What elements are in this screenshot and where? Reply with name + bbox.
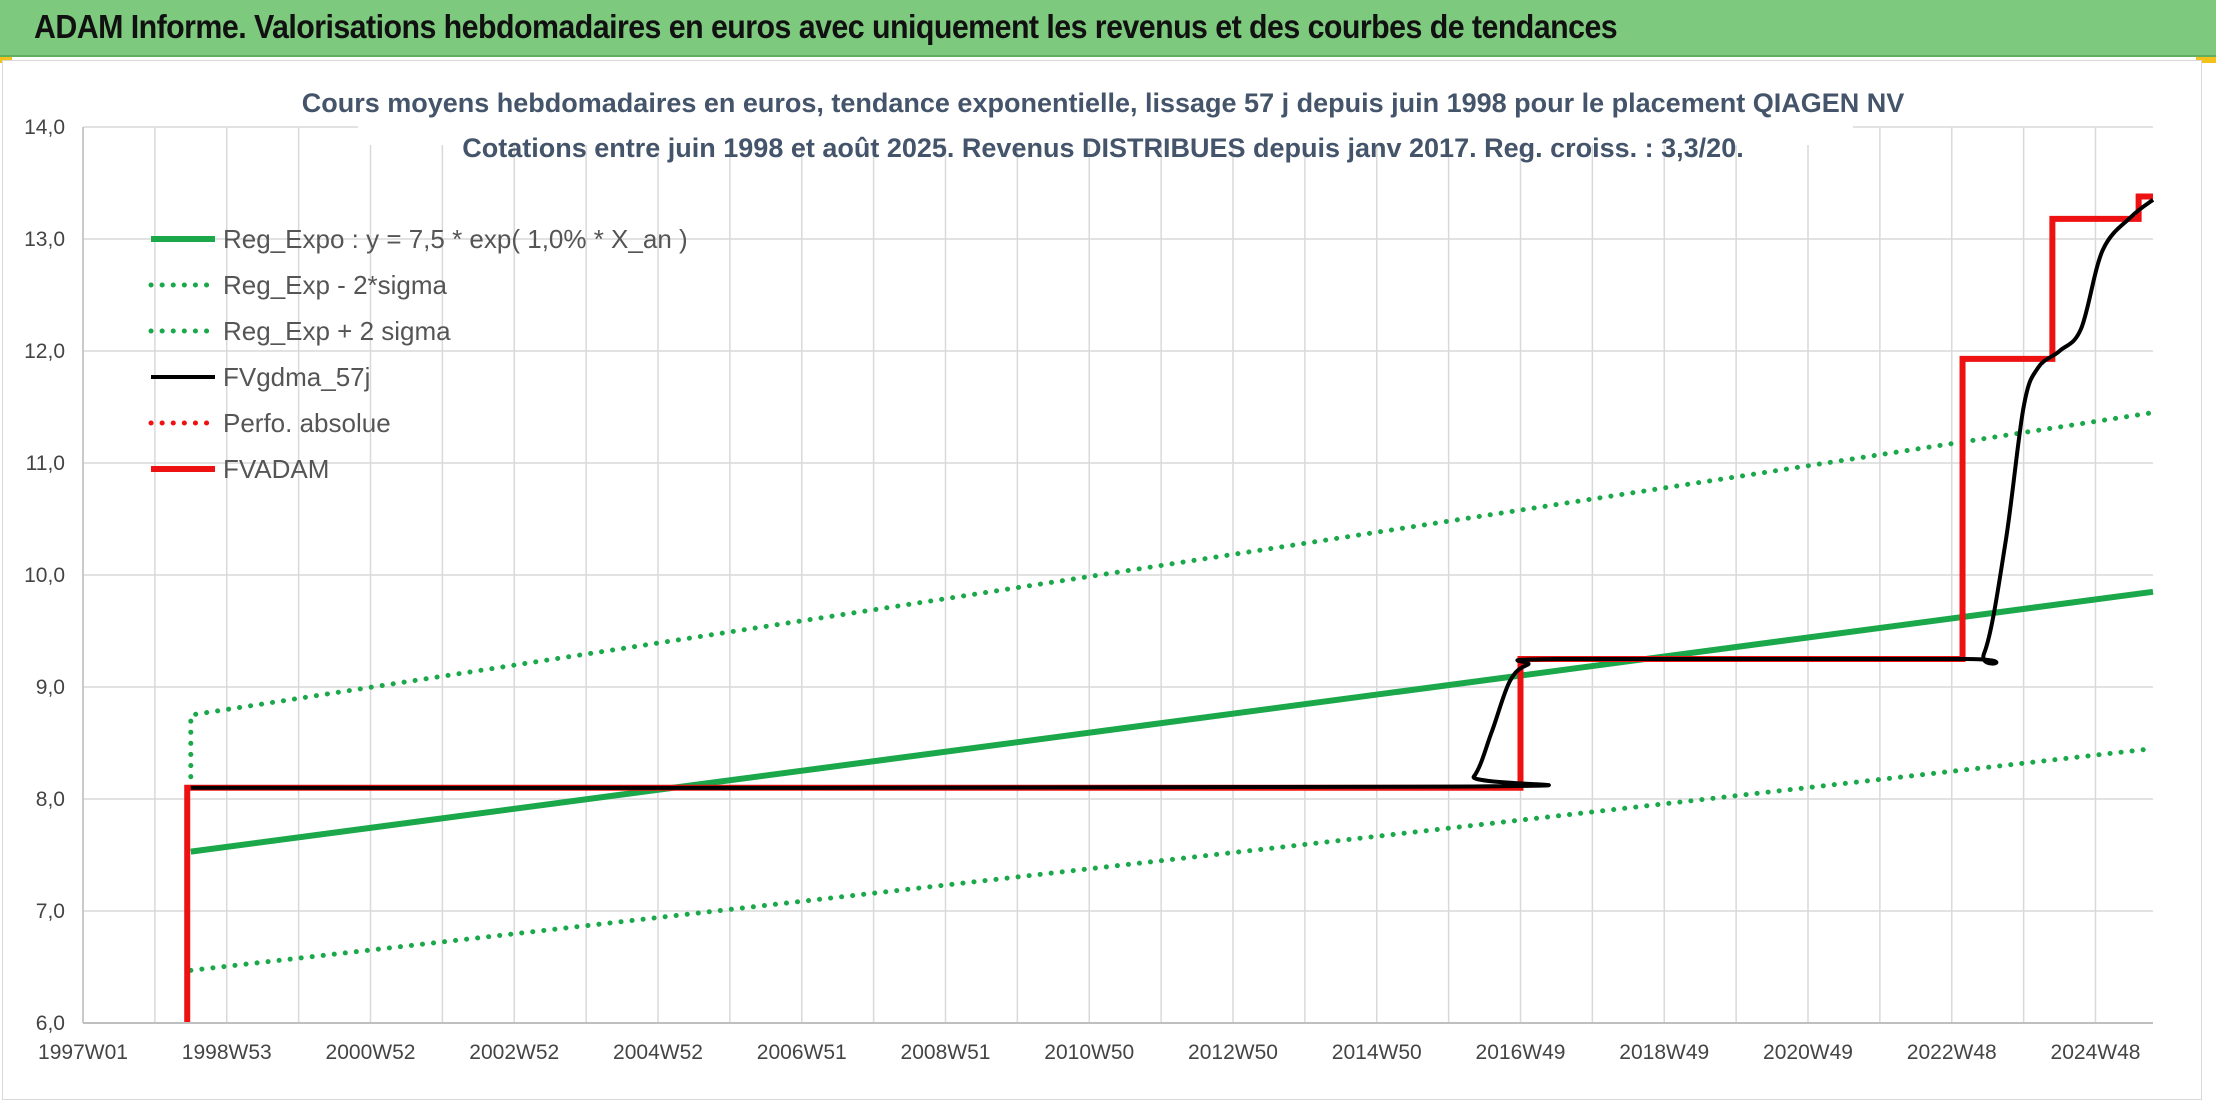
- x-tick-label: 2022W48: [1907, 1041, 1997, 1064]
- series-line: [188, 410, 2156, 791]
- chart-title-line-1: Cours moyens hebdomadaires en euros, ten…: [302, 88, 1904, 118]
- series-line: [188, 746, 2156, 973]
- x-tick-label: 2014W50: [1332, 1041, 1422, 1064]
- x-tick-label: 2004W52: [613, 1041, 703, 1064]
- grid: [82, 126, 2153, 1024]
- x-tick-label: 2024W48: [2051, 1041, 2141, 1064]
- series-line: [190, 588, 2154, 855]
- x-tick-label: 1998W53: [182, 1041, 272, 1064]
- x-tick-label: 2006W51: [757, 1041, 847, 1064]
- x-tick-label: 2020W49: [1763, 1041, 1853, 1064]
- series-line: [184, 193, 2153, 1023]
- legend: Reg_Expo : y = 7,5 * exp( 1,0% * X_an ) R…: [148, 224, 688, 484]
- y-tick-label: 12,0: [24, 340, 65, 363]
- y-tick-label: 13,0: [24, 228, 65, 251]
- legend-label: Reg_Exp - 2*sigma: [223, 270, 448, 300]
- legend-label: Reg_Exp + 2 sigma: [223, 316, 451, 346]
- y-tick-label: 11,0: [26, 452, 65, 475]
- y-tick-label: 8,0: [36, 788, 65, 811]
- x-tick-label: 2016W49: [1476, 1041, 1566, 1064]
- y-tick-label: 14,0: [24, 116, 65, 139]
- report-title: ADAM Informe. Valorisations hebdomadaire…: [34, 8, 1618, 45]
- x-tick-label: 2012W50: [1188, 1041, 1278, 1064]
- x-tick-label: 2010W50: [1044, 1041, 1134, 1064]
- series-layer: [184, 193, 2156, 1023]
- legend-label: FVADAM: [223, 454, 329, 484]
- x-tick-label: 1997W01: [38, 1041, 128, 1064]
- y-tick-label: 9,0: [36, 676, 65, 699]
- x-tick-label: 2018W49: [1619, 1041, 1709, 1064]
- series-line: [190, 198, 2155, 790]
- x-tick-label: 2002W52: [469, 1041, 559, 1064]
- chart-title-line-2: Cotations entre juin 1998 et août 2025. …: [462, 133, 1743, 163]
- legend-label: Reg_Expo : y = 7,5 * exp( 1,0% * X_an ): [223, 224, 688, 254]
- x-tick-label: 2000W52: [326, 1041, 416, 1064]
- corner-marker-right: [2196, 57, 2216, 63]
- chart-titles: Cours moyens hebdomadaires en euros, ten…: [302, 65, 1904, 163]
- chart-area: 6,0 7,0 8,0 9,0 10,0 11,0 12,0 13,0 14,0 1997W01 1…: [2, 60, 2202, 1100]
- x-tick-label: 2008W51: [901, 1041, 991, 1064]
- axes: 6,0 7,0 8,0 9,0 10,0 11,0 12,0 13,0 14,0 1997W01 1…: [24, 116, 2153, 1064]
- y-tick-label: 10,0: [24, 564, 65, 587]
- y-tick-label: 6,0: [36, 1012, 65, 1035]
- legend-label: FVgdma_57j: [223, 362, 370, 392]
- report-header: ADAM Informe. Valorisations hebdomadaire…: [0, 0, 2216, 57]
- y-tick-label: 7,0: [36, 900, 65, 923]
- chart-svg: 6,0 7,0 8,0 9,0 10,0 11,0 12,0 13,0 14,0 1997W01 1…: [24, 65, 2156, 1064]
- legend-label: Perfo. absolue: [223, 408, 391, 438]
